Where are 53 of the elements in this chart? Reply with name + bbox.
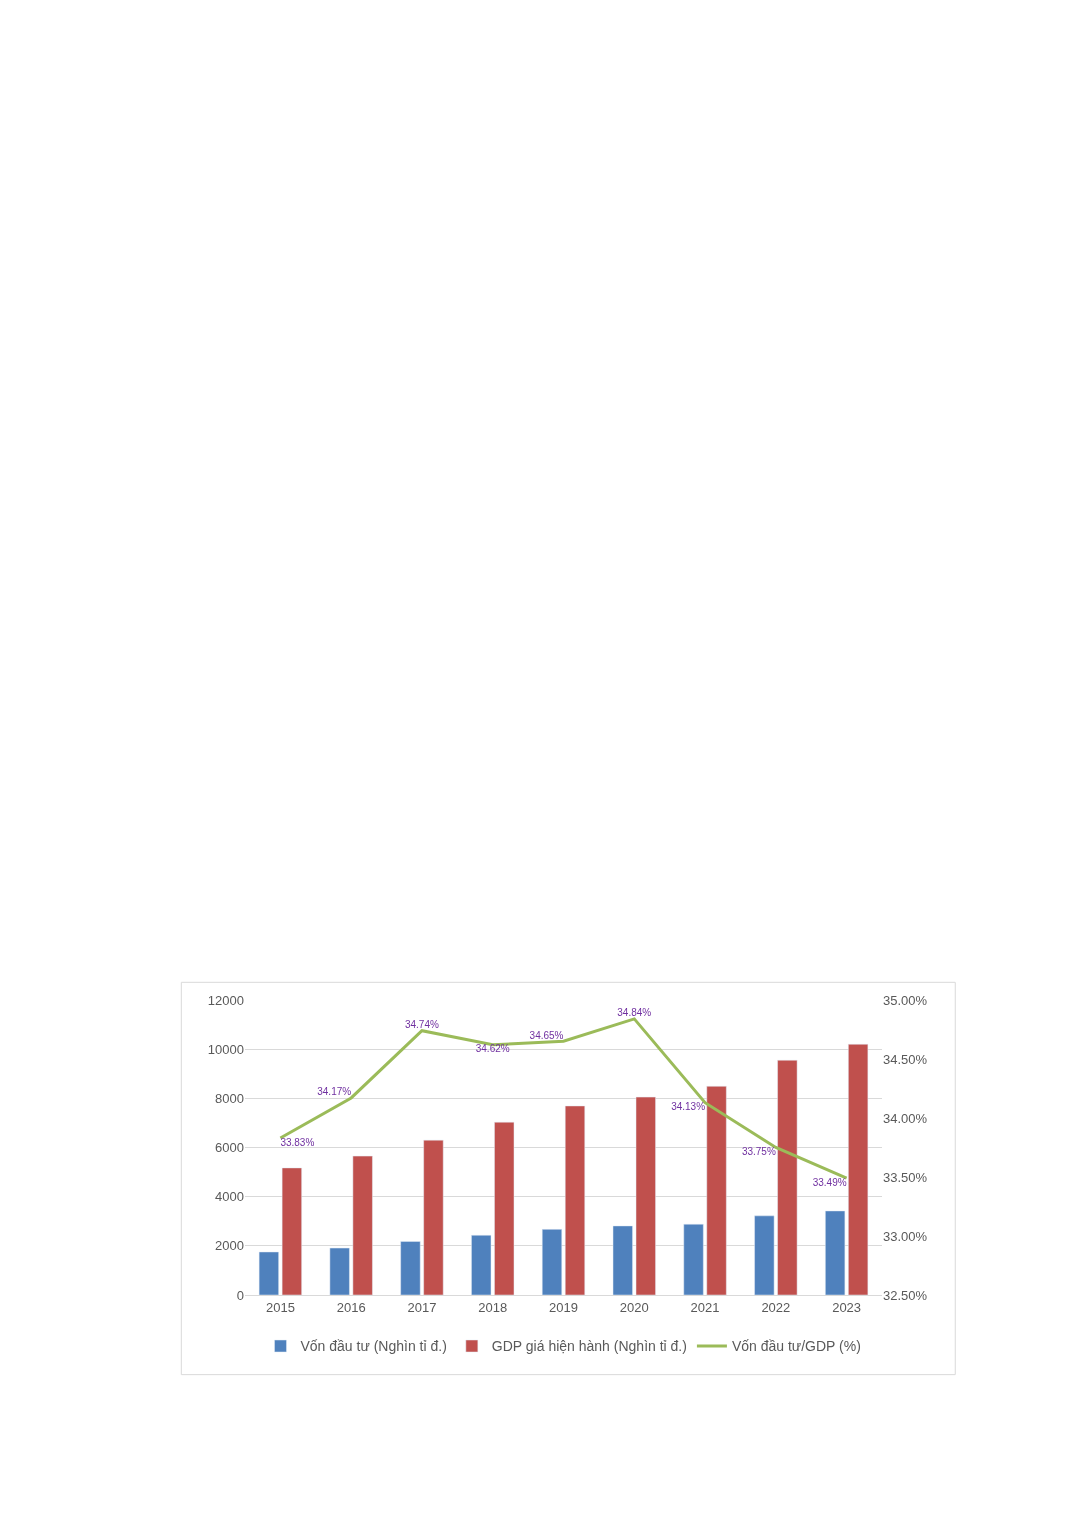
y2-tick-label: 34.00% [883,1110,928,1126]
y2-tick-label: 34.50% [883,1051,928,1067]
bar [423,1139,444,1295]
data-label: 33.75% [741,1146,776,1157]
bar [754,1215,775,1295]
data-label: 34.17% [317,1086,352,1098]
x-tick-label: 2017 [407,1299,437,1315]
bar [471,1235,492,1295]
data-label: 34.13% [671,1101,706,1113]
y-tick-label: 8000 [215,1090,244,1106]
y-tick-label: 0 [236,1287,244,1303]
bar [564,1105,586,1295]
x-tick-label: 2021 [690,1299,720,1315]
data-label: 34.84% [617,1007,652,1019]
data-label: 34.65% [529,1029,564,1041]
y2-tick-label: 32.50% [883,1287,928,1303]
bar [329,1247,350,1295]
y2-tick-label: 33.00% [883,1228,928,1244]
legend-label: Vốn đầu tư/GDP (%) [731,1338,861,1355]
bar [281,1167,302,1295]
x-tick-label: 2019 [549,1299,578,1315]
x-tick-label: 2015 [265,1299,295,1315]
x-tick-label: 2018 [478,1299,508,1315]
x-tick-label: 2016 [336,1299,366,1315]
y2-tick-label: 35.00% [883,992,928,1008]
x-tick-label: 2023 [832,1299,862,1315]
bar [494,1121,515,1295]
legend-label: Vốn đầu tư (Nghìn tỉ đ.) [300,1338,447,1355]
data-label: 33.49% [812,1176,847,1188]
bar [612,1225,633,1295]
x-tick-label: 2020 [619,1299,649,1315]
legend-label: GDP giá hiện hành (Nghìn tỉ đ.) [491,1338,687,1355]
bar [541,1229,563,1295]
y-tick-label: 6000 [215,1140,244,1156]
y2-tick-label: 33.50% [883,1169,928,1185]
x-tick-label: 2022 [761,1299,791,1315]
bar [635,1096,656,1295]
data-label: 33.83% [280,1136,315,1148]
bar [352,1155,373,1295]
y-tick-label: 12000 [207,992,244,1008]
bar [258,1251,279,1295]
y-tick-label: 2000 [215,1238,244,1254]
bar [777,1059,798,1295]
data-label: 34.62% [475,1043,510,1055]
bar [683,1223,704,1295]
bar [400,1241,421,1295]
bar [706,1086,727,1295]
bar [825,1210,846,1295]
y-tick-label: 10000 [207,1041,244,1057]
bar [848,1044,869,1295]
y-tick-label: 4000 [215,1189,244,1205]
line-series [278,1017,849,1180]
data-label: 34.74% [404,1019,439,1031]
